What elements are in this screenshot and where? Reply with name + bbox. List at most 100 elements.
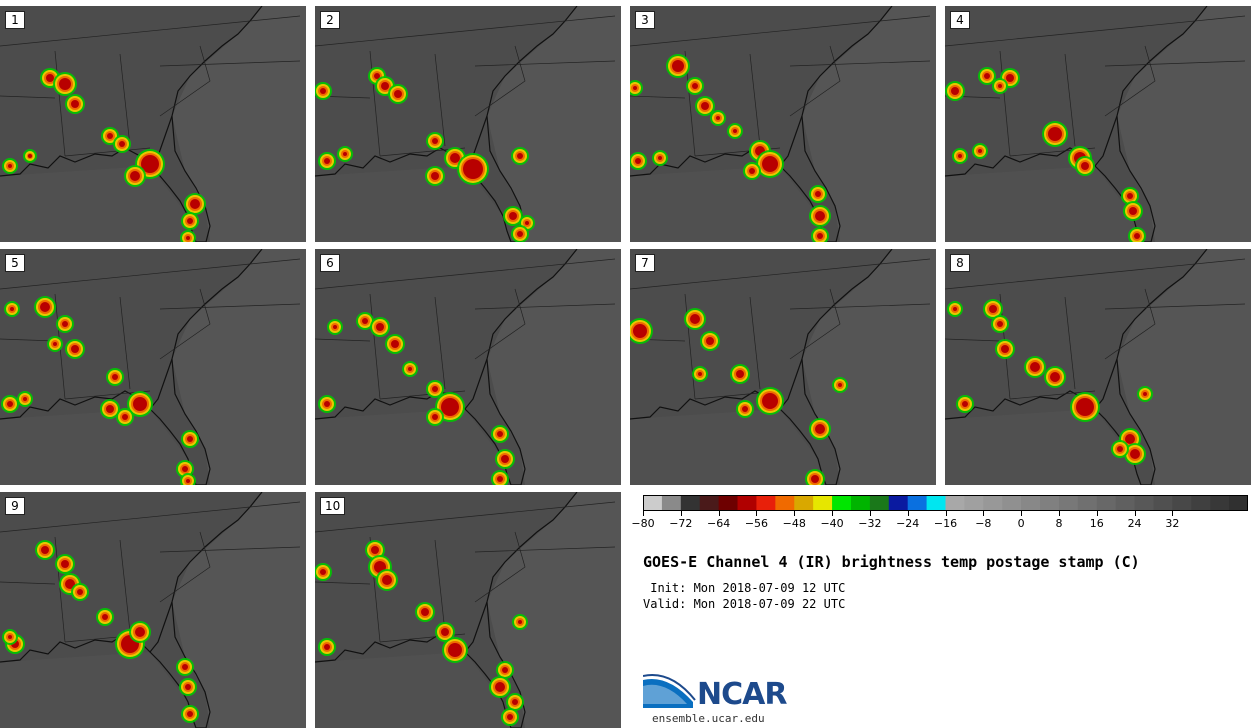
map-panel-7: 7 — [630, 249, 936, 485]
map-panel-9: 9 — [0, 492, 306, 728]
colorbar-swatch — [680, 495, 701, 511]
colorbar-tick-label: −56 — [744, 517, 769, 530]
colorbar-tick — [643, 511, 644, 516]
colorbar-tick — [794, 511, 796, 516]
map-9 — [0, 492, 306, 728]
colorbar-swatch — [1040, 495, 1060, 511]
colorbar-swatch — [1096, 495, 1117, 511]
init-time: Init: Mon 2018-07-09 12 UTC — [643, 581, 846, 595]
colorbar-tick-label: −48 — [782, 517, 806, 530]
colorbar-tick — [1058, 511, 1060, 516]
map-5 — [0, 249, 306, 485]
map-panel-8: 8 — [945, 249, 1251, 485]
colorbar-swatch — [907, 495, 928, 511]
map-panel-10: 10 — [315, 492, 621, 728]
panel-label: 4 — [950, 11, 970, 29]
colorbar-tick-label: −72 — [669, 517, 693, 530]
map-8 — [945, 249, 1251, 485]
panel-label: 7 — [635, 254, 655, 272]
colorbar-frame — [643, 495, 1248, 511]
colorbar-tick-label: −80 — [631, 517, 655, 530]
map-panel-4: 4 — [945, 6, 1251, 242]
colorbar-tick — [1134, 511, 1136, 516]
colorbar-tick — [869, 511, 871, 516]
ncar-logo-icon — [643, 674, 696, 708]
map-3 — [630, 6, 936, 242]
map-panel-5: 5 — [0, 249, 306, 485]
colorbar-tick-label: −16 — [933, 517, 958, 530]
ncar-logo-text: NCAR — [697, 677, 787, 712]
colorbar-swatch — [1229, 495, 1248, 511]
colorbar-swatch — [983, 495, 1003, 511]
panel-label: 2 — [320, 11, 340, 29]
colorbar — [643, 495, 1248, 511]
colorbar-tick-label: 8 — [1055, 517, 1063, 530]
colorbar-swatch — [1172, 495, 1192, 511]
colorbar-swatch — [1134, 495, 1154, 511]
map-4 — [945, 6, 1251, 242]
panel-label: 9 — [5, 497, 25, 515]
colorbar-swatch — [718, 495, 739, 511]
colorbar-swatch — [813, 495, 833, 511]
colorbar-swatch — [794, 495, 814, 511]
map-10 — [315, 492, 621, 728]
colorbar-swatch — [926, 495, 946, 511]
colorbar-swatch — [661, 495, 682, 511]
colorbar-tick-label: 32 — [1165, 517, 1180, 530]
colorbar-swatch — [1077, 495, 1098, 511]
product-title: GOES-E Channel 4 (IR) brightness temp po… — [643, 553, 1140, 571]
colorbar-swatch — [1115, 495, 1136, 511]
panel-label: 6 — [320, 254, 340, 272]
colorbar-swatch — [1191, 495, 1211, 511]
colorbar-tick — [1172, 511, 1174, 516]
map-1 — [0, 6, 306, 242]
valid-time: Valid: Mon 2018-07-09 22 UTC — [643, 597, 846, 611]
map-panel-3: 3 — [630, 6, 936, 242]
colorbar-tick — [1021, 511, 1023, 516]
colorbar-swatch — [869, 495, 890, 511]
colorbar-tick-label: 0 — [1017, 517, 1025, 530]
panel-label: 1 — [5, 11, 25, 29]
colorbar-swatch — [756, 495, 776, 511]
colorbar-ticks: −80 −72 −64 −56 −48 −40 −32 −24 −16 −8 0 8 16 24 32 — [631, 511, 1248, 533]
map-panel-6: 6 — [315, 249, 621, 485]
colorbar-swatch — [737, 495, 757, 511]
colorbar-tick — [718, 511, 720, 516]
colorbar-swatch — [888, 495, 909, 511]
panel-label: 5 — [5, 254, 25, 272]
colorbar-swatch — [775, 495, 795, 511]
logo-url: ensemble.ucar.edu — [652, 712, 765, 725]
colorbar-swatch — [964, 495, 984, 511]
colorbar-swatch — [832, 495, 852, 511]
panel-label: 8 — [950, 254, 970, 272]
colorbar-swatch — [1021, 495, 1041, 511]
map-2 — [315, 6, 621, 242]
colorbar-tick — [983, 511, 985, 516]
colorbar-tick-label: −40 — [820, 517, 844, 530]
panel-label: 3 — [635, 11, 655, 29]
colorbar-tick-label: −24 — [896, 517, 920, 530]
colorbar-tick — [680, 511, 682, 516]
colorbar-tick-label: −8 — [975, 517, 992, 530]
colorbar-tick-label: 16 — [1089, 517, 1104, 530]
colorbar-swatch — [1210, 495, 1230, 511]
map-panel-2: 2 — [315, 6, 621, 242]
colorbar-tick-label: 24 — [1127, 517, 1142, 530]
colorbar-tick-label: −32 — [858, 517, 882, 530]
colorbar-swatch — [1002, 495, 1022, 511]
colorbar-swatch — [850, 495, 871, 511]
colorbar-tick — [907, 511, 909, 516]
map-6 — [315, 249, 621, 485]
colorbar-swatch — [945, 495, 965, 511]
map-panel-1: 1 — [0, 6, 306, 242]
colorbar-tick — [1096, 511, 1098, 516]
colorbar-tick — [945, 511, 947, 516]
colorbar-swatch — [1058, 495, 1079, 511]
colorbar-swatch — [1153, 495, 1173, 511]
colorbar-swatch — [699, 495, 720, 511]
panel-label: 10 — [320, 497, 346, 515]
colorbar-tick — [832, 511, 834, 516]
colorbar-tick-label: −64 — [707, 517, 731, 530]
map-7 — [630, 249, 936, 485]
colorbar-tick — [756, 511, 758, 516]
